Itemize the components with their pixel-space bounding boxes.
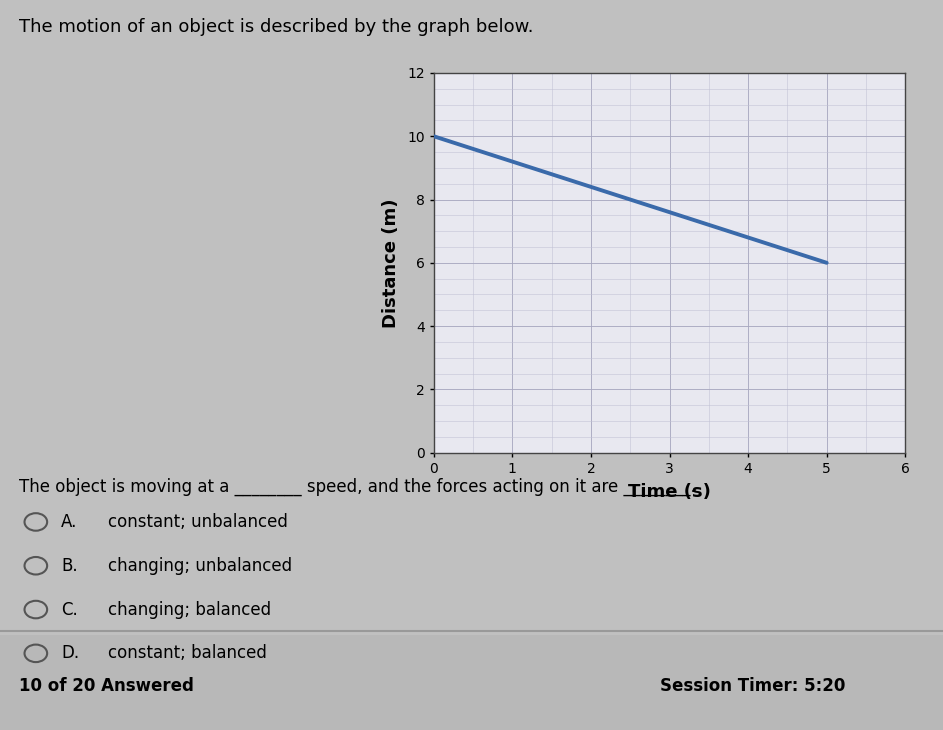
Text: changing; balanced: changing; balanced (108, 601, 272, 618)
Text: The motion of an object is described by the graph below.: The motion of an object is described by … (19, 18, 534, 36)
Text: 10 of 20 Answered: 10 of 20 Answered (19, 677, 193, 695)
Text: changing; unbalanced: changing; unbalanced (108, 557, 292, 575)
Text: constant; unbalanced: constant; unbalanced (108, 513, 289, 531)
Text: B.: B. (61, 557, 78, 575)
Text: constant; balanced: constant; balanced (108, 645, 267, 662)
Text: C.: C. (61, 601, 78, 618)
Y-axis label: Distance (m): Distance (m) (382, 198, 400, 328)
Text: The object is moving at a ________ speed, and the forces acting on it are ______: The object is moving at a ________ speed… (19, 478, 696, 496)
Text: Session Timer: 5:20: Session Timer: 5:20 (660, 677, 846, 695)
Text: A.: A. (61, 513, 77, 531)
X-axis label: Time (s): Time (s) (628, 483, 711, 501)
Text: D.: D. (61, 645, 79, 662)
